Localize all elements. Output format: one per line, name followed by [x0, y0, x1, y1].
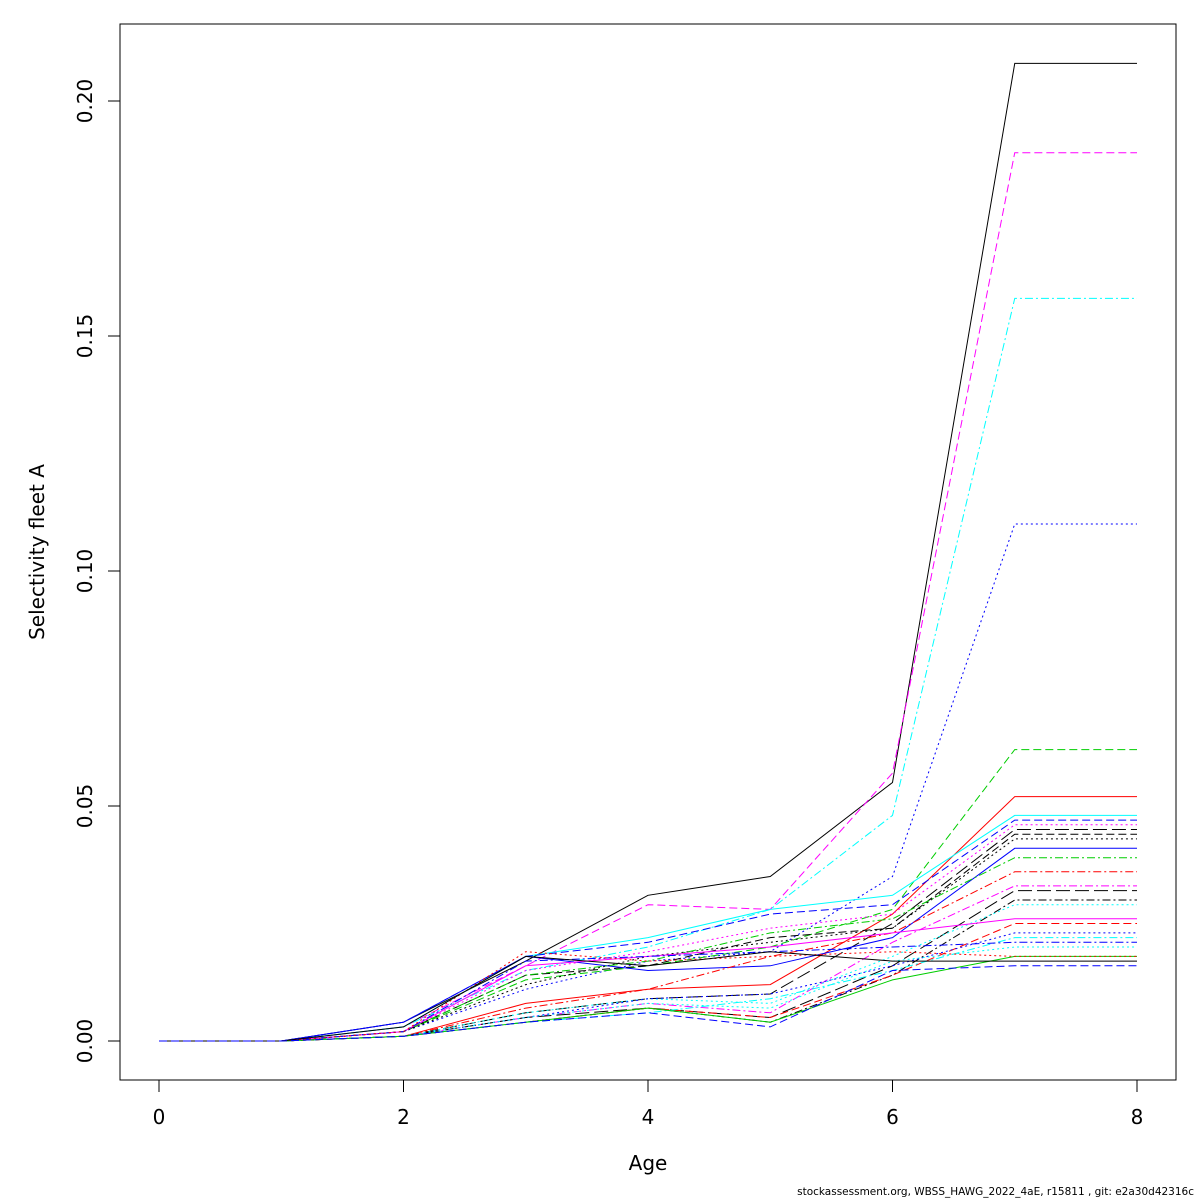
series-line-13	[159, 847, 1137, 1042]
series-line-9	[159, 824, 1137, 1042]
y-axis: 0.00 0.05 0.10 0.15 0.20	[73, 79, 121, 1064]
plot-frame	[119, 23, 1177, 1081]
y-tick-label: 0.15	[73, 314, 97, 359]
y-tick-label: 0.20	[73, 79, 97, 124]
series-line-6	[159, 796, 1137, 1042]
series-line-27	[159, 951, 1137, 1042]
series-line-4	[159, 523, 1137, 1042]
series-line-19	[159, 904, 1137, 1042]
series-line-1	[159, 62, 1137, 1042]
series-line-24	[159, 941, 1137, 1042]
series-line-21	[159, 923, 1137, 1042]
series-line-2	[159, 152, 1137, 1042]
series-line-29	[159, 965, 1137, 1042]
x-axis-title: Age	[629, 1151, 668, 1175]
x-tick-label: 2	[397, 1105, 410, 1129]
y-tick-label: 0.05	[73, 784, 97, 829]
x-tick-label: 6	[886, 1105, 899, 1129]
series-line-7	[159, 814, 1137, 1042]
x-tick-label: 8	[1131, 1105, 1144, 1129]
series-layer	[159, 62, 1137, 1042]
series-line-3	[159, 297, 1137, 1042]
series-line-25	[159, 946, 1137, 1042]
x-tick-label: 0	[153, 1105, 166, 1129]
y-axis-title: Selectivity fleet A	[25, 464, 49, 640]
series-line-22	[159, 932, 1137, 1042]
series-line-16	[159, 885, 1137, 1042]
x-tick-label: 4	[642, 1105, 655, 1129]
y-tick-label: 0.10	[73, 549, 97, 594]
footer-text: stockassessment.org, WBSS_HAWG_2022_4aE,…	[797, 1186, 1194, 1198]
series-line-14	[159, 857, 1137, 1042]
y-tick-label: 0.00	[73, 1019, 97, 1064]
series-line-10	[159, 829, 1137, 1042]
series-line-28	[159, 951, 1137, 1042]
x-axis: 0 2 4 6 8	[153, 1079, 1144, 1129]
